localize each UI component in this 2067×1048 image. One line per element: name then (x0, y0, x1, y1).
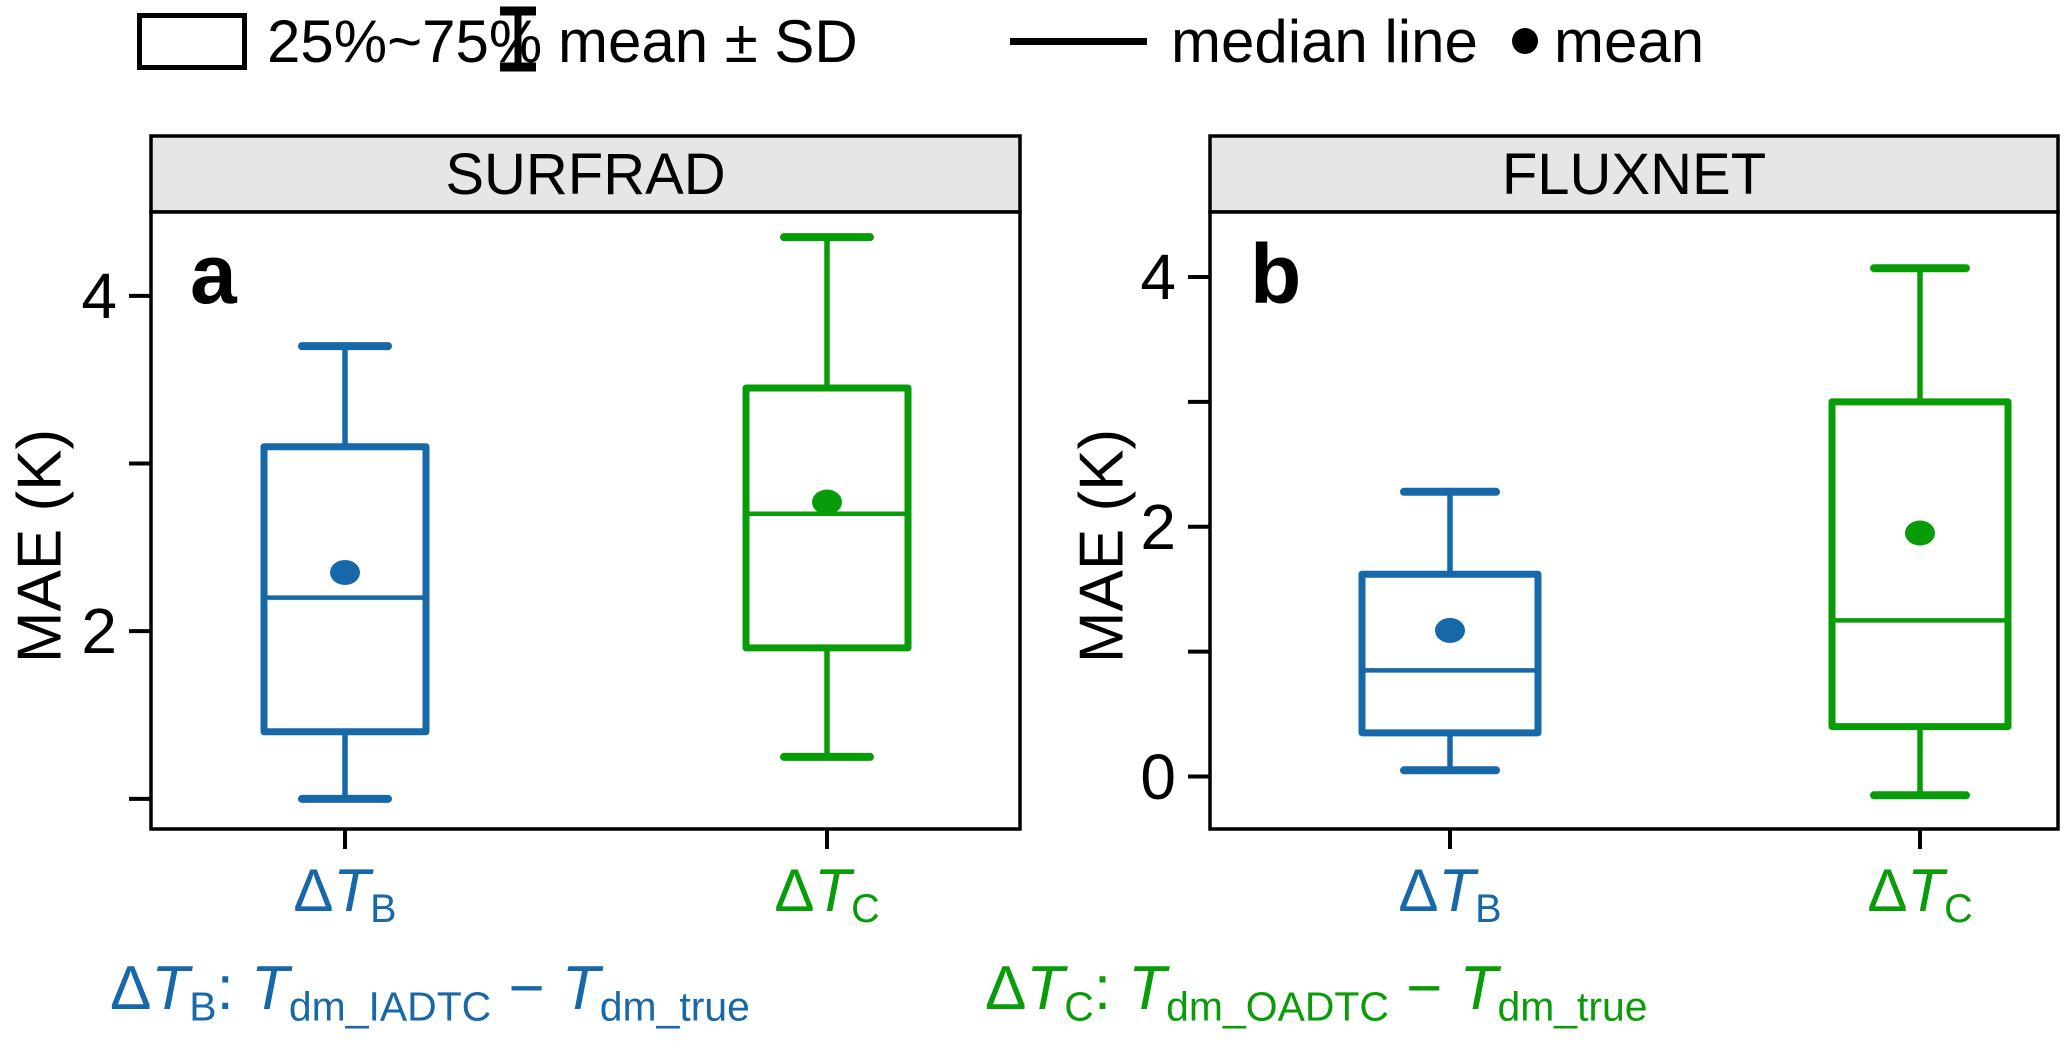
panel-b-header (1208, 134, 2060, 214)
iqr-box-ΔT_B (1358, 570, 1542, 737)
iqr-box-ΔT_B (260, 443, 430, 736)
mean-dot-icon (1512, 28, 1538, 54)
error-bar-icon (492, 6, 544, 77)
panel-b-xlabel-ΔT_C: ΔTC (1867, 857, 1973, 932)
panel-a-xlabel-ΔT_B: ΔTB (293, 857, 397, 932)
legend-item-mean-sd: mean ± SD (492, 6, 858, 76)
legend-label-median-line: median line (1171, 7, 1478, 75)
iqr-box-ΔT_C (1828, 398, 2012, 731)
mean-dot-ΔT_C (1905, 520, 1935, 546)
panel-a-y-axis-title: MAE (K) (5, 428, 75, 664)
panel-a-header (149, 134, 1022, 214)
median-line-icon (1010, 37, 1147, 45)
footnote-delta-tc: ΔTC: Tdm_OADTC − Tdm_true (985, 954, 1648, 1030)
panel-b-ytick-label: 2 (1140, 490, 1176, 563)
mean-dot-ΔT_B (330, 559, 360, 585)
panel-a-xlabel-ΔT_C: ΔTC (774, 857, 880, 932)
iqr-box-ΔT_C (742, 384, 912, 652)
box-range-icon (137, 12, 247, 70)
panel-b-header-title: FLUXNET (1501, 141, 1767, 207)
legend-label-mean-sd: mean ± SD (558, 7, 858, 75)
legend-item-median-line: median line (1010, 6, 1478, 76)
panel-b-letter: b (1250, 227, 1302, 321)
panel-b-y-axis-title: MAE (K) (1067, 428, 1137, 664)
mean-dot-ΔT_C (812, 489, 842, 515)
panel-a-ytick-label: 2 (81, 595, 117, 668)
legend-label-mean: mean (1554, 7, 1705, 75)
panel-a-ytick-label: 4 (81, 259, 117, 332)
legend-label-box-range: 25%~75% (267, 7, 543, 75)
panel-b-ytick-label: 4 (1140, 240, 1176, 313)
panel-b-xlabel-ΔT_B: ΔTB (1398, 857, 1502, 932)
panel-a-letter: a (190, 227, 237, 321)
panel-b-ytick-label: 0 (1140, 740, 1176, 813)
footnote-delta-tb: ΔTB: Tdm_IADTC − Tdm_true (110, 954, 750, 1030)
legend-item-box-range: 25%~75% (137, 6, 542, 76)
panel-a-header-title: SURFRAD (445, 141, 726, 207)
legend-item-mean: mean (1512, 6, 1704, 76)
mean-dot-ΔT_B (1435, 617, 1465, 643)
